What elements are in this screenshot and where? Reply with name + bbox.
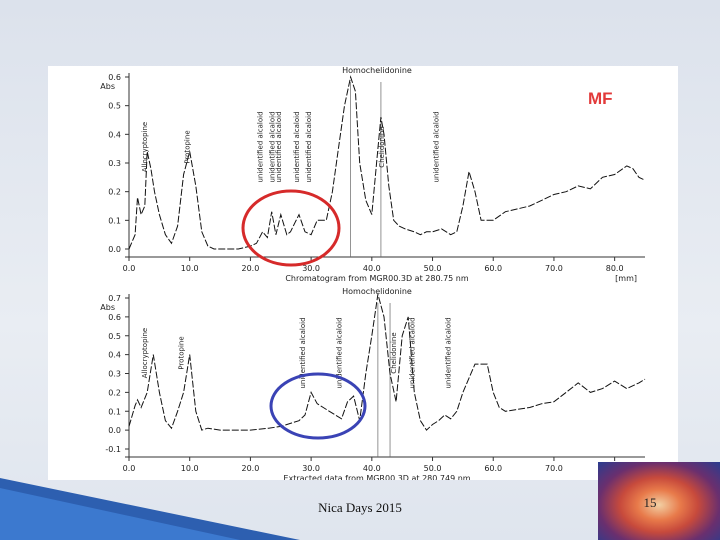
- peak-annotation: unidentified alcaloid: [275, 111, 283, 182]
- y-tick-label: 0.5: [108, 102, 121, 111]
- y-tick-label: 0.0: [108, 245, 121, 254]
- peak-annotation: unidentified alcaloid: [408, 317, 416, 388]
- peak-annotation: unidentified alcaloid: [433, 111, 441, 182]
- x-tick-label: 60.0: [484, 264, 502, 273]
- x-tick-label: 70.0: [545, 464, 563, 473]
- y-tick-label: 0.0: [108, 426, 121, 435]
- simulation-image: [598, 462, 720, 540]
- x-tick-label: 0.0: [123, 264, 136, 273]
- y-tick-label: 0.6: [108, 313, 121, 322]
- y-tick-label: 0.4: [108, 351, 121, 360]
- page-number: 15: [643, 495, 657, 510]
- mf-label: MF: [588, 89, 613, 108]
- x-tick-label: 50.0: [424, 264, 442, 273]
- series-line: [128, 75, 646, 250]
- y-tick-label: -0.1: [105, 445, 121, 454]
- y-tick-label: 0.3: [108, 159, 121, 168]
- x-tick-label: 30.0: [302, 264, 320, 273]
- x-tick-label: 60.0: [484, 464, 502, 473]
- highlight-circle-blue: [269, 372, 367, 440]
- highlight-circle-red: [241, 189, 341, 267]
- peak-annotation: unidentified alcaloid: [299, 317, 307, 388]
- peak-annotation: Protopine: [184, 130, 192, 163]
- x-tick-label: 20.0: [242, 264, 260, 273]
- x-tick-label: 20.0: [242, 464, 260, 473]
- y-tick-label: 0.3: [108, 370, 121, 379]
- x-tick-label: 0.0: [123, 464, 136, 473]
- y-axis-label: Abs: [100, 303, 115, 312]
- peak-annotation: Protopine: [178, 336, 186, 369]
- chart-panel: 0.0 0.1 0.2 0.3 0.4 0.5 0.6 0.0 10.0 20.0 30.0 40.0…: [48, 66, 678, 480]
- y-tick-label: 0.6: [108, 73, 121, 82]
- chart-title: Homochelidonine: [342, 66, 412, 75]
- peak-annotation: unidentified alcaloid: [445, 317, 453, 388]
- peak-annotation: unidentified alcaloid: [305, 111, 313, 182]
- y-tick-label: 0.7: [108, 294, 121, 303]
- peak-annotation: Allocryptopine: [141, 122, 149, 172]
- x-tick-label: 40.0: [363, 464, 381, 473]
- y-tick-label: 0.1: [108, 216, 121, 225]
- peak-annotation: unidentified alcaloid: [335, 317, 343, 388]
- x-tick-label: 80.0: [606, 264, 624, 273]
- series-line: [128, 294, 646, 431]
- x-tick-label: 10.0: [181, 264, 199, 273]
- x-axis-label: Extracted data from MGR00.3D at 280.749 …: [283, 474, 470, 480]
- x-tick-label: 70.0: [545, 264, 563, 273]
- y-axis-label: Abs: [100, 82, 115, 91]
- y-tick-label: 0.4: [108, 130, 121, 139]
- x-axis-unit: [mm]: [615, 274, 637, 283]
- decorative-stripe: [0, 478, 300, 540]
- x-tick-label: 50.0: [424, 464, 442, 473]
- peak-annotation: Chelidonine: [378, 126, 386, 167]
- chromatogram-charts: 0.0 0.1 0.2 0.3 0.4 0.5 0.6 0.0 10.0 20.0 30.0 40.0…: [100, 66, 646, 480]
- x-tick-label: 10.0: [181, 464, 199, 473]
- y-tick-label: 0.2: [108, 388, 121, 397]
- peak-annotation: unidentified alcaloid: [269, 111, 277, 182]
- y-tick-label: 0.2: [108, 188, 121, 197]
- x-axis-label: Chromatogram from MGR00.3D at 280.75 nm: [285, 274, 469, 283]
- peak-annotation: unidentified alcaloid: [293, 111, 301, 182]
- y-tick-label: 0.5: [108, 332, 121, 341]
- peak-annotation: Allocryptopine: [141, 328, 149, 378]
- peak-annotation: unidentified alcaloid: [257, 111, 265, 182]
- x-tick-label: 40.0: [363, 264, 381, 273]
- peak-annotation: Chelidonine: [390, 332, 398, 373]
- footer-text: Nica Days 2015: [318, 500, 402, 515]
- x-tick-label: 30.0: [302, 464, 320, 473]
- y-tick-label: 0.1: [108, 407, 121, 416]
- chart-title: Homochelidonine: [342, 287, 412, 296]
